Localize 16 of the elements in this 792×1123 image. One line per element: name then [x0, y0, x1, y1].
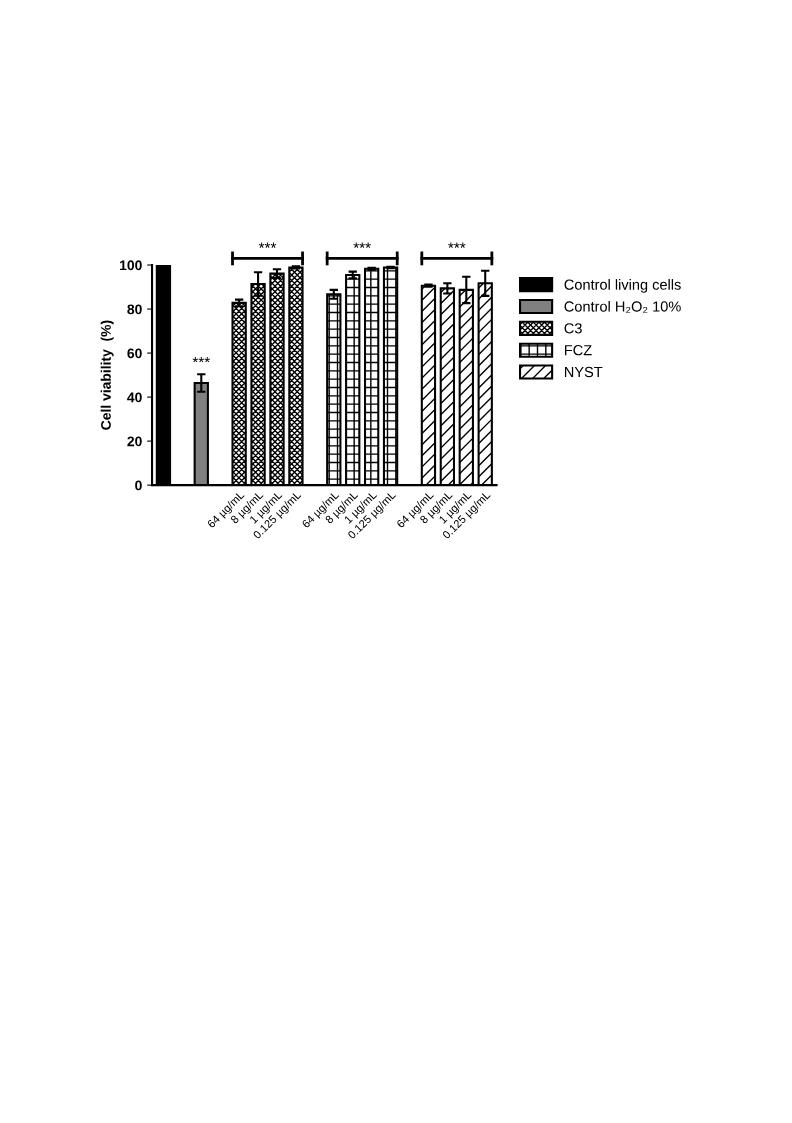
- y-tick-label: 0: [135, 480, 142, 491]
- text: ***: [258, 242, 277, 248]
- legend-label: Control H₂O₂ 10%: [564, 300, 681, 313]
- legend-label: NYST: [564, 366, 603, 378]
- y-tick-label: 80: [127, 304, 142, 315]
- text: ***: [448, 242, 466, 248]
- y-tick-label: 60: [127, 348, 142, 359]
- text: ***: [353, 242, 371, 248]
- annotation: ***: [192, 357, 210, 363]
- y-axis-title: Cell viability (%): [100, 320, 114, 430]
- y-tick-label: 40: [127, 392, 142, 403]
- legend-label: Control living cells: [564, 279, 681, 293]
- y-tick-label: 100: [120, 260, 142, 271]
- y-tick-label: 20: [127, 436, 142, 447]
- legend-label: C3: [564, 323, 582, 334]
- legend-label: FCZ: [564, 345, 592, 356]
